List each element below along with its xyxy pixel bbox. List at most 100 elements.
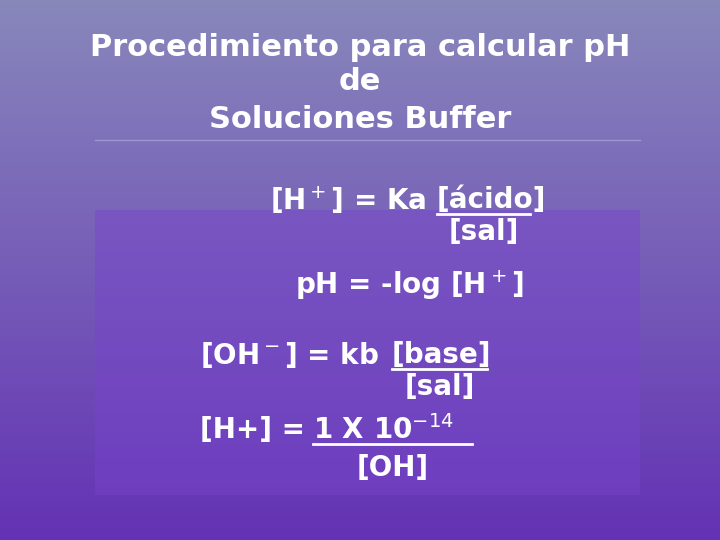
Bar xyxy=(0,314,720,320)
Bar xyxy=(0,440,720,445)
Text: [OH$^-$] = kb: [OH$^-$] = kb xyxy=(200,340,380,370)
Bar xyxy=(0,130,720,135)
Bar xyxy=(0,292,720,297)
Bar xyxy=(0,157,720,162)
Bar xyxy=(0,260,720,266)
Bar xyxy=(0,404,720,409)
Bar xyxy=(0,319,720,324)
Bar xyxy=(0,233,720,239)
Text: de: de xyxy=(339,68,381,97)
Bar xyxy=(0,170,720,176)
Bar xyxy=(0,125,720,131)
Bar xyxy=(0,238,720,243)
Text: Procedimiento para calcular pH: Procedimiento para calcular pH xyxy=(90,32,630,62)
Bar xyxy=(0,363,720,369)
Bar xyxy=(0,273,720,279)
Bar xyxy=(0,12,720,18)
Bar xyxy=(0,26,720,31)
Bar xyxy=(0,485,720,490)
Bar xyxy=(0,359,720,364)
Bar xyxy=(0,346,720,351)
Bar xyxy=(0,269,720,274)
Bar xyxy=(0,206,720,212)
Bar xyxy=(0,211,720,216)
Bar xyxy=(0,427,720,432)
Bar xyxy=(0,53,720,58)
Bar xyxy=(0,422,720,428)
Bar xyxy=(0,489,720,495)
Text: [OH]: [OH] xyxy=(357,454,429,482)
Bar xyxy=(0,282,720,288)
Text: 1 X 10$^{-14}$: 1 X 10$^{-14}$ xyxy=(313,415,454,445)
Bar xyxy=(0,444,720,450)
Bar xyxy=(0,431,720,436)
Bar xyxy=(0,179,720,185)
Bar xyxy=(0,251,720,256)
Bar xyxy=(0,336,720,342)
Bar xyxy=(0,467,720,472)
Bar xyxy=(0,76,720,81)
Bar xyxy=(0,219,720,225)
Bar xyxy=(0,152,720,158)
Bar xyxy=(0,454,720,459)
Bar xyxy=(0,449,720,455)
Bar xyxy=(0,395,720,401)
Bar xyxy=(0,66,720,72)
Bar xyxy=(0,138,720,144)
Bar xyxy=(0,494,720,500)
Bar xyxy=(0,201,720,207)
Bar xyxy=(0,516,720,522)
Bar xyxy=(0,44,720,50)
Bar xyxy=(0,30,720,36)
Bar xyxy=(0,147,720,153)
Bar xyxy=(0,521,720,526)
Text: [ácido]: [ácido] xyxy=(437,186,546,214)
Bar xyxy=(0,49,720,54)
Bar xyxy=(0,111,720,117)
Text: [sal]: [sal] xyxy=(405,373,475,401)
Bar xyxy=(0,107,720,112)
Bar xyxy=(0,305,720,310)
Bar xyxy=(0,3,720,9)
Bar xyxy=(0,458,720,463)
Bar xyxy=(0,354,720,360)
Bar xyxy=(0,224,720,230)
Bar xyxy=(0,327,720,333)
Bar xyxy=(0,62,720,68)
Text: [base]: [base] xyxy=(392,341,492,369)
Text: [sal]: [sal] xyxy=(449,218,519,246)
Bar xyxy=(0,265,720,270)
Bar xyxy=(0,498,720,504)
Bar xyxy=(0,255,720,261)
Bar xyxy=(0,71,720,77)
Bar xyxy=(0,228,720,234)
Bar xyxy=(0,350,720,355)
Bar xyxy=(0,535,720,540)
Bar xyxy=(0,22,720,27)
Bar xyxy=(0,503,720,509)
Bar xyxy=(0,417,720,423)
Bar xyxy=(0,17,720,23)
Text: Soluciones Buffer: Soluciones Buffer xyxy=(209,105,511,134)
Bar xyxy=(0,462,720,468)
Bar xyxy=(0,278,720,284)
Bar xyxy=(0,309,720,315)
Bar xyxy=(0,508,720,513)
Bar xyxy=(0,368,720,374)
Bar xyxy=(0,476,720,482)
Bar xyxy=(0,481,720,486)
Text: [H$^+$] = Ka: [H$^+$] = Ka xyxy=(270,184,428,216)
Bar xyxy=(0,215,720,220)
Bar xyxy=(0,39,720,45)
Bar xyxy=(0,35,720,40)
Bar xyxy=(95,210,640,495)
Bar xyxy=(0,386,720,391)
Bar xyxy=(0,246,720,252)
Bar xyxy=(0,161,720,166)
Bar xyxy=(0,197,720,202)
Bar xyxy=(0,98,720,104)
Bar xyxy=(0,471,720,477)
Bar xyxy=(0,80,720,85)
Bar xyxy=(0,530,720,536)
Bar xyxy=(0,0,720,4)
